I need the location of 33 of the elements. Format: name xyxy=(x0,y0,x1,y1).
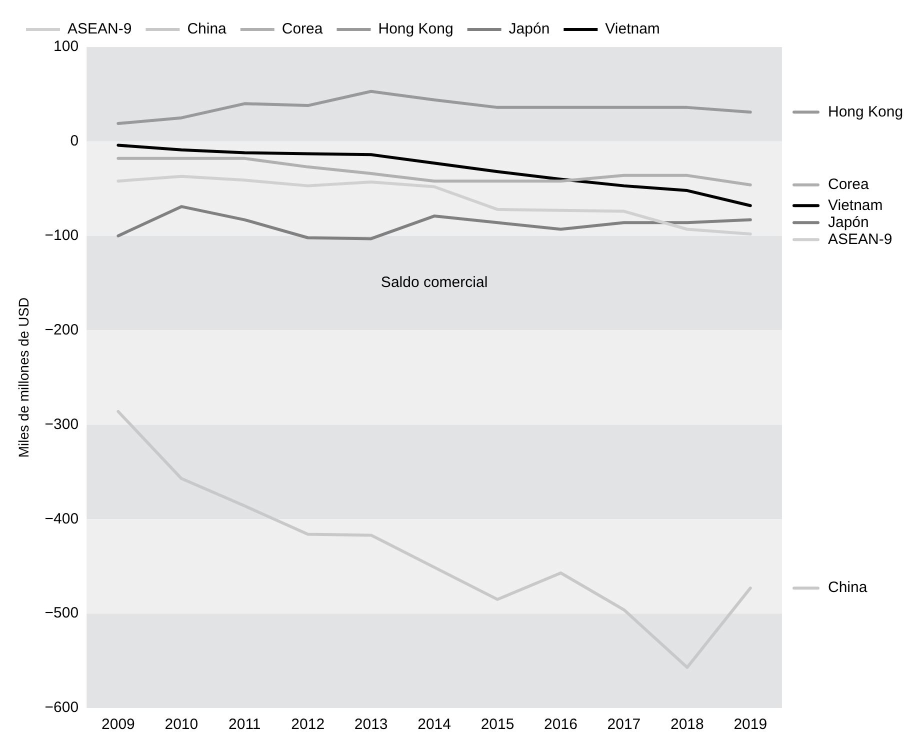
text: ASEAN-9 xyxy=(68,20,132,38)
legend-label: Japón xyxy=(828,214,869,231)
text: China xyxy=(187,20,226,38)
x-tick-label: 2012 xyxy=(291,716,325,734)
x-tick-label: 2015 xyxy=(480,716,514,734)
x-tick-label: 2019 xyxy=(734,716,768,734)
y-tick-label: −100 xyxy=(44,227,79,244)
y-tick-label: −400 xyxy=(44,510,79,528)
y-tick-label: −300 xyxy=(44,416,79,433)
x-tick-label: 2010 xyxy=(164,716,198,734)
y-tick-label: −200 xyxy=(44,321,79,338)
x-tick-label: 2011 xyxy=(228,716,261,734)
text: Japón xyxy=(508,20,550,38)
y-tick-label: −600 xyxy=(44,699,79,716)
text: Hong Kong xyxy=(828,103,904,120)
legend-label: China xyxy=(828,579,868,596)
legend-label: Hong Kong xyxy=(378,20,454,38)
legend-label: Vietnam xyxy=(828,196,883,214)
y-tick-label: 0 xyxy=(70,132,79,150)
x-tick-label: 2014 xyxy=(418,716,451,734)
x-tick-label: 2013 xyxy=(354,716,388,734)
text: Corea xyxy=(282,20,323,38)
legend-label: ASEAN-9 xyxy=(828,230,892,248)
x-tick-label: 2018 xyxy=(670,716,704,734)
y-axis-title: Miles de millones de USD xyxy=(15,297,32,458)
y-tick-label: 100 xyxy=(54,38,79,56)
x-tick-label: 2009 xyxy=(102,716,135,734)
y-tick-label: −500 xyxy=(44,604,79,622)
annotation: Saldo comercial xyxy=(380,274,488,292)
x-tick-label: 2017 xyxy=(607,716,641,734)
x-tick-label: 2016 xyxy=(544,716,578,734)
legend-label: Corea xyxy=(828,176,870,194)
text: Vietnam xyxy=(605,20,660,38)
